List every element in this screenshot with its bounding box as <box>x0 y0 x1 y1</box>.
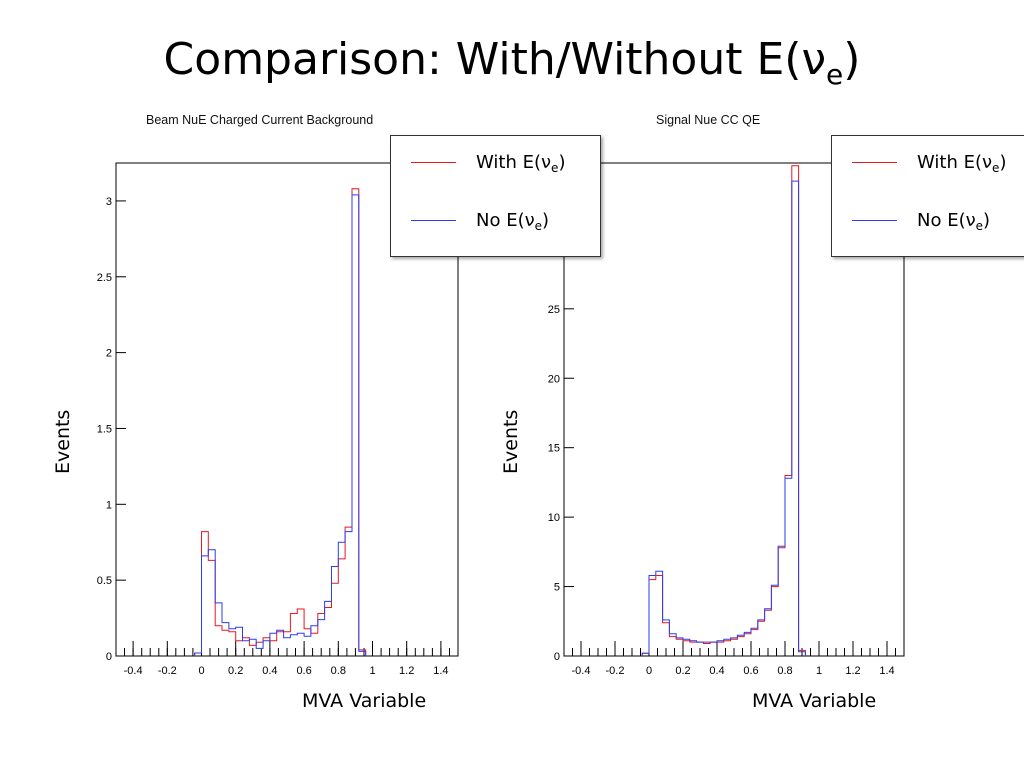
chart-left-x-tick-label: 0.8 <box>331 665 346 677</box>
chart-left-x-tick-label: 1.2 <box>399 665 414 677</box>
legend-label-no: No E(νe) <box>917 208 990 239</box>
chart-right-y-tick-label: 20 <box>548 373 560 385</box>
chart-left-series-without <box>194 194 367 656</box>
chart-left-xlabel: MVA Variable <box>302 690 427 712</box>
chart-left-x-tick-label: 0 <box>198 665 204 677</box>
chart-right-x-tick-label: 0.8 <box>777 665 792 677</box>
chart-left-y-tick-label: 0 <box>106 651 112 663</box>
legend-entry-no: No E(νe) <box>832 208 1024 234</box>
chart-right-x-tick-label: -0.4 <box>572 665 591 677</box>
legend-swatch-with <box>411 162 456 163</box>
legend-label-no-suffix: ) <box>983 210 991 231</box>
legend-label-no-prefix: No E(ν <box>917 210 976 231</box>
chart-right-legend: With E(νe) No E(νe) <box>831 135 1024 257</box>
chart-right-y-tick-label: 5 <box>554 582 560 594</box>
legend-label-no-prefix: No E(ν <box>476 210 535 231</box>
chart-left-x-tick-label: 0.4 <box>262 665 277 677</box>
legend-swatch-no <box>852 220 897 221</box>
chart-left-y-tick-label: 1 <box>106 499 112 511</box>
legend-label-with: With E(νe) <box>476 150 565 181</box>
slide-title: Comparison: With/Without E(νe) <box>0 26 1024 109</box>
chart-right-xlabel: MVA Variable <box>752 690 877 712</box>
chart-right-x-tick-label: 0.2 <box>675 665 690 677</box>
chart-left-y-tick-label: 3 <box>106 196 112 208</box>
chart-left-x-tick-label: -0.4 <box>124 665 143 677</box>
chart-right-x-tick-label: 1.2 <box>845 665 860 677</box>
chart-right-series-without <box>641 180 806 656</box>
chart-left-x-tick-label: 1 <box>369 665 375 677</box>
chart-left-x-tick-label: 1.4 <box>433 665 448 677</box>
chart-left-y-tick-label: 0.5 <box>97 575 112 587</box>
slide-title-subscript: e <box>826 58 844 91</box>
chart-right-x-tick-label: -0.2 <box>606 665 625 677</box>
chart-right-y-tick-label: 25 <box>548 304 560 316</box>
chart-left-title: Beam NuE Charged Current Background <box>146 113 374 127</box>
chart-right-series-with <box>641 165 806 656</box>
slide-title-main: Comparison: With/Without E(ν <box>163 34 827 85</box>
legend-label-no-sub: e <box>975 219 984 233</box>
chart-right-y-tick-label: 15 <box>548 443 560 455</box>
legend-label-with-prefix: With E(ν <box>476 152 552 173</box>
chart-left-x-tick-label: -0.2 <box>158 665 177 677</box>
legend-label-no-sub: e <box>534 219 543 233</box>
legend-swatch-with <box>852 162 897 163</box>
legend-label-no-suffix: ) <box>542 210 550 231</box>
legend-label-with: With E(νe) <box>917 150 1006 181</box>
chart-left-x-tick-label: 0.6 <box>296 665 311 677</box>
legend-entry-with: With E(νe) <box>391 150 600 176</box>
legend-label-with-suffix: ) <box>558 152 566 173</box>
legend-swatch-no <box>411 220 456 221</box>
chart-left-ylabel: Events <box>52 409 74 474</box>
chart-left-y-tick-label: 2 <box>106 348 112 360</box>
chart-right-x-tick-label: 0.4 <box>709 665 724 677</box>
chart-right-y-tick-label: 10 <box>548 512 560 524</box>
chart-left-y-tick-label: 2.5 <box>97 272 112 284</box>
legend-label-no: No E(νe) <box>476 208 549 239</box>
legend-label-with-sub: e <box>992 161 1000 175</box>
legend-label-with-sub: e <box>551 161 559 175</box>
chart-left-series-with <box>194 188 367 656</box>
slide-title-end: ) <box>843 34 861 85</box>
chart-right-y-tick-label: 0 <box>554 651 560 663</box>
legend-label-with-suffix: ) <box>999 152 1007 173</box>
chart-left-y-tick-label: 1.5 <box>97 423 112 435</box>
chart-right-x-tick-label: 1.4 <box>879 665 894 677</box>
legend-entry-with: With E(νe) <box>832 150 1024 176</box>
legend-entry-no: No E(νe) <box>391 208 600 234</box>
chart-right-x-tick-label: 1 <box>816 665 822 677</box>
chart-left-x-tick-label: 0.2 <box>228 665 243 677</box>
chart-left-legend: With E(νe) No E(νe) <box>390 135 601 257</box>
legend-label-with-prefix: With E(ν <box>917 152 993 173</box>
chart-right-title: Signal Nue CC QE <box>656 113 761 127</box>
chart-right-ylabel: Events <box>500 409 522 474</box>
chart-right-x-tick-label: 0.6 <box>743 665 758 677</box>
chart-right-x-tick-label: 0 <box>646 665 652 677</box>
